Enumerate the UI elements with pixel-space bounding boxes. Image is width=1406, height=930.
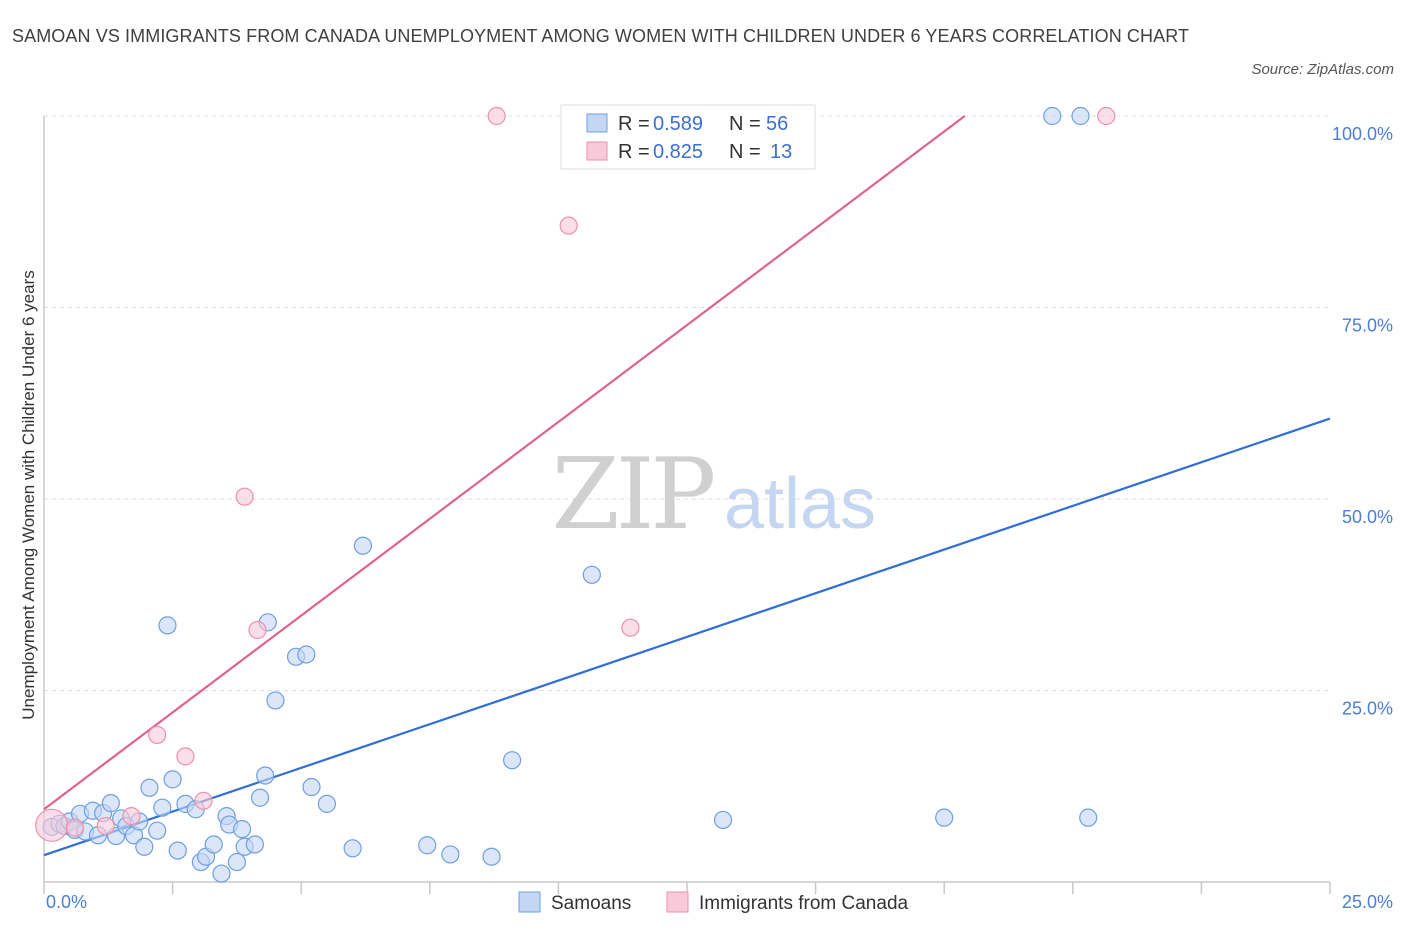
legend-r-value-2: 0.825: [653, 141, 703, 163]
point-canada-1: [65, 818, 84, 837]
point-samoans-45: [418, 836, 437, 855]
point-samoans-28: [212, 864, 231, 883]
grid-lines: [44, 115, 1330, 691]
point-canada-12: [1097, 106, 1116, 126]
point-samoans-49: [582, 565, 601, 584]
legend-swatch-samoans: [586, 113, 608, 133]
legend-n-value-1: 56: [766, 113, 788, 135]
point-samoans-16: [135, 837, 154, 856]
point-samoans-47: [482, 847, 501, 866]
chart-title: SAMOAN VS IMMIGRANTS FROM CANADA UNEMPLO…: [12, 26, 1190, 46]
point-samoans-20: [158, 616, 177, 635]
legend-n-label-1: N =: [729, 113, 761, 135]
series-legend-swatch-samoans: [518, 891, 541, 913]
point-samoans-36: [256, 766, 275, 785]
point-canada-10: [559, 216, 578, 235]
legend-r-value-1: 0.589: [653, 113, 703, 135]
trend-line-canada: [43, 115, 966, 811]
point-samoans-38: [266, 691, 285, 710]
watermark: ZIP atlas: [552, 438, 876, 552]
point-samoans-31: [227, 852, 246, 872]
y-tick-label-1: 50.0%: [1342, 507, 1393, 527]
point-samoans-51: [935, 808, 954, 827]
point-samoans-32: [232, 820, 252, 839]
y-axis-label: Unemployment Among Women with Children U…: [19, 270, 38, 719]
point-samoans-10: [101, 794, 120, 813]
legend-r-label-1: R =: [618, 113, 650, 135]
x-tick-label-1: 25.0%: [1342, 892, 1393, 912]
point-samoans-22: [168, 841, 187, 860]
tick-labels: 25.0% 50.0% 75.0% 100.0% 0.0% 25.0%: [46, 124, 1393, 912]
point-samoans-46: [441, 845, 460, 864]
point-samoans-43: [343, 839, 362, 858]
series-legend-swatch-canada: [666, 891, 689, 913]
legend-r-label-2: R =: [618, 141, 650, 163]
trend-line-samoans: [43, 417, 1331, 857]
source-note: Source: ZipAtlas.com: [1251, 61, 1394, 78]
point-canada-2: [96, 816, 115, 836]
y-tick-label-2: 75.0%: [1342, 316, 1393, 336]
point-canada-5: [176, 747, 195, 766]
legend-n-value-2: 13: [770, 141, 792, 163]
point-samoans-52: [1043, 106, 1062, 126]
watermark-zip: ZIP: [552, 438, 714, 552]
point-samoans-18: [148, 821, 167, 840]
point-samoans-54: [1079, 808, 1098, 827]
correlation-legend: R = 0.589 N = 56 R = 0.825 N = 13: [560, 104, 816, 170]
point-samoans-50: [713, 810, 733, 830]
point-canada-3: [122, 807, 141, 826]
legend-swatch-canada: [586, 141, 608, 161]
point-samoans-42: [317, 794, 337, 813]
point-canada-8: [248, 620, 267, 640]
legend-n-label-2: N =: [729, 141, 761, 163]
point-samoans-17: [140, 778, 159, 797]
point-samoans-48: [503, 751, 522, 770]
y-tick-label-3: 100.0%: [1332, 124, 1393, 144]
x-tick-label-0: 0.0%: [46, 892, 87, 912]
series-legend: Samoans Immigrants from Canada: [518, 891, 909, 914]
point-samoans-53: [1071, 106, 1090, 126]
point-canada-0: [35, 808, 69, 842]
point-canada-4: [148, 725, 167, 745]
point-canada-6: [194, 791, 213, 810]
point-samoans-21: [163, 770, 182, 789]
series-legend-samoans: Samoans: [551, 893, 631, 914]
data-points: [35, 106, 1116, 883]
point-samoans-19: [153, 798, 172, 817]
point-samoans-27: [204, 835, 223, 854]
watermark-atlas: atlas: [724, 464, 876, 544]
trend-lines: [43, 115, 1331, 857]
point-canada-7: [235, 487, 254, 506]
point-canada-9: [487, 106, 506, 126]
point-canada-11: [621, 618, 640, 637]
point-samoans-44: [353, 536, 373, 555]
series-legend-canada: Immigrants from Canada: [699, 893, 909, 914]
y-tick-label-0: 25.0%: [1342, 699, 1393, 719]
point-samoans-34: [245, 835, 265, 854]
point-samoans-41: [302, 777, 321, 797]
point-samoans-35: [250, 788, 270, 807]
point-samoans-40: [297, 645, 316, 664]
